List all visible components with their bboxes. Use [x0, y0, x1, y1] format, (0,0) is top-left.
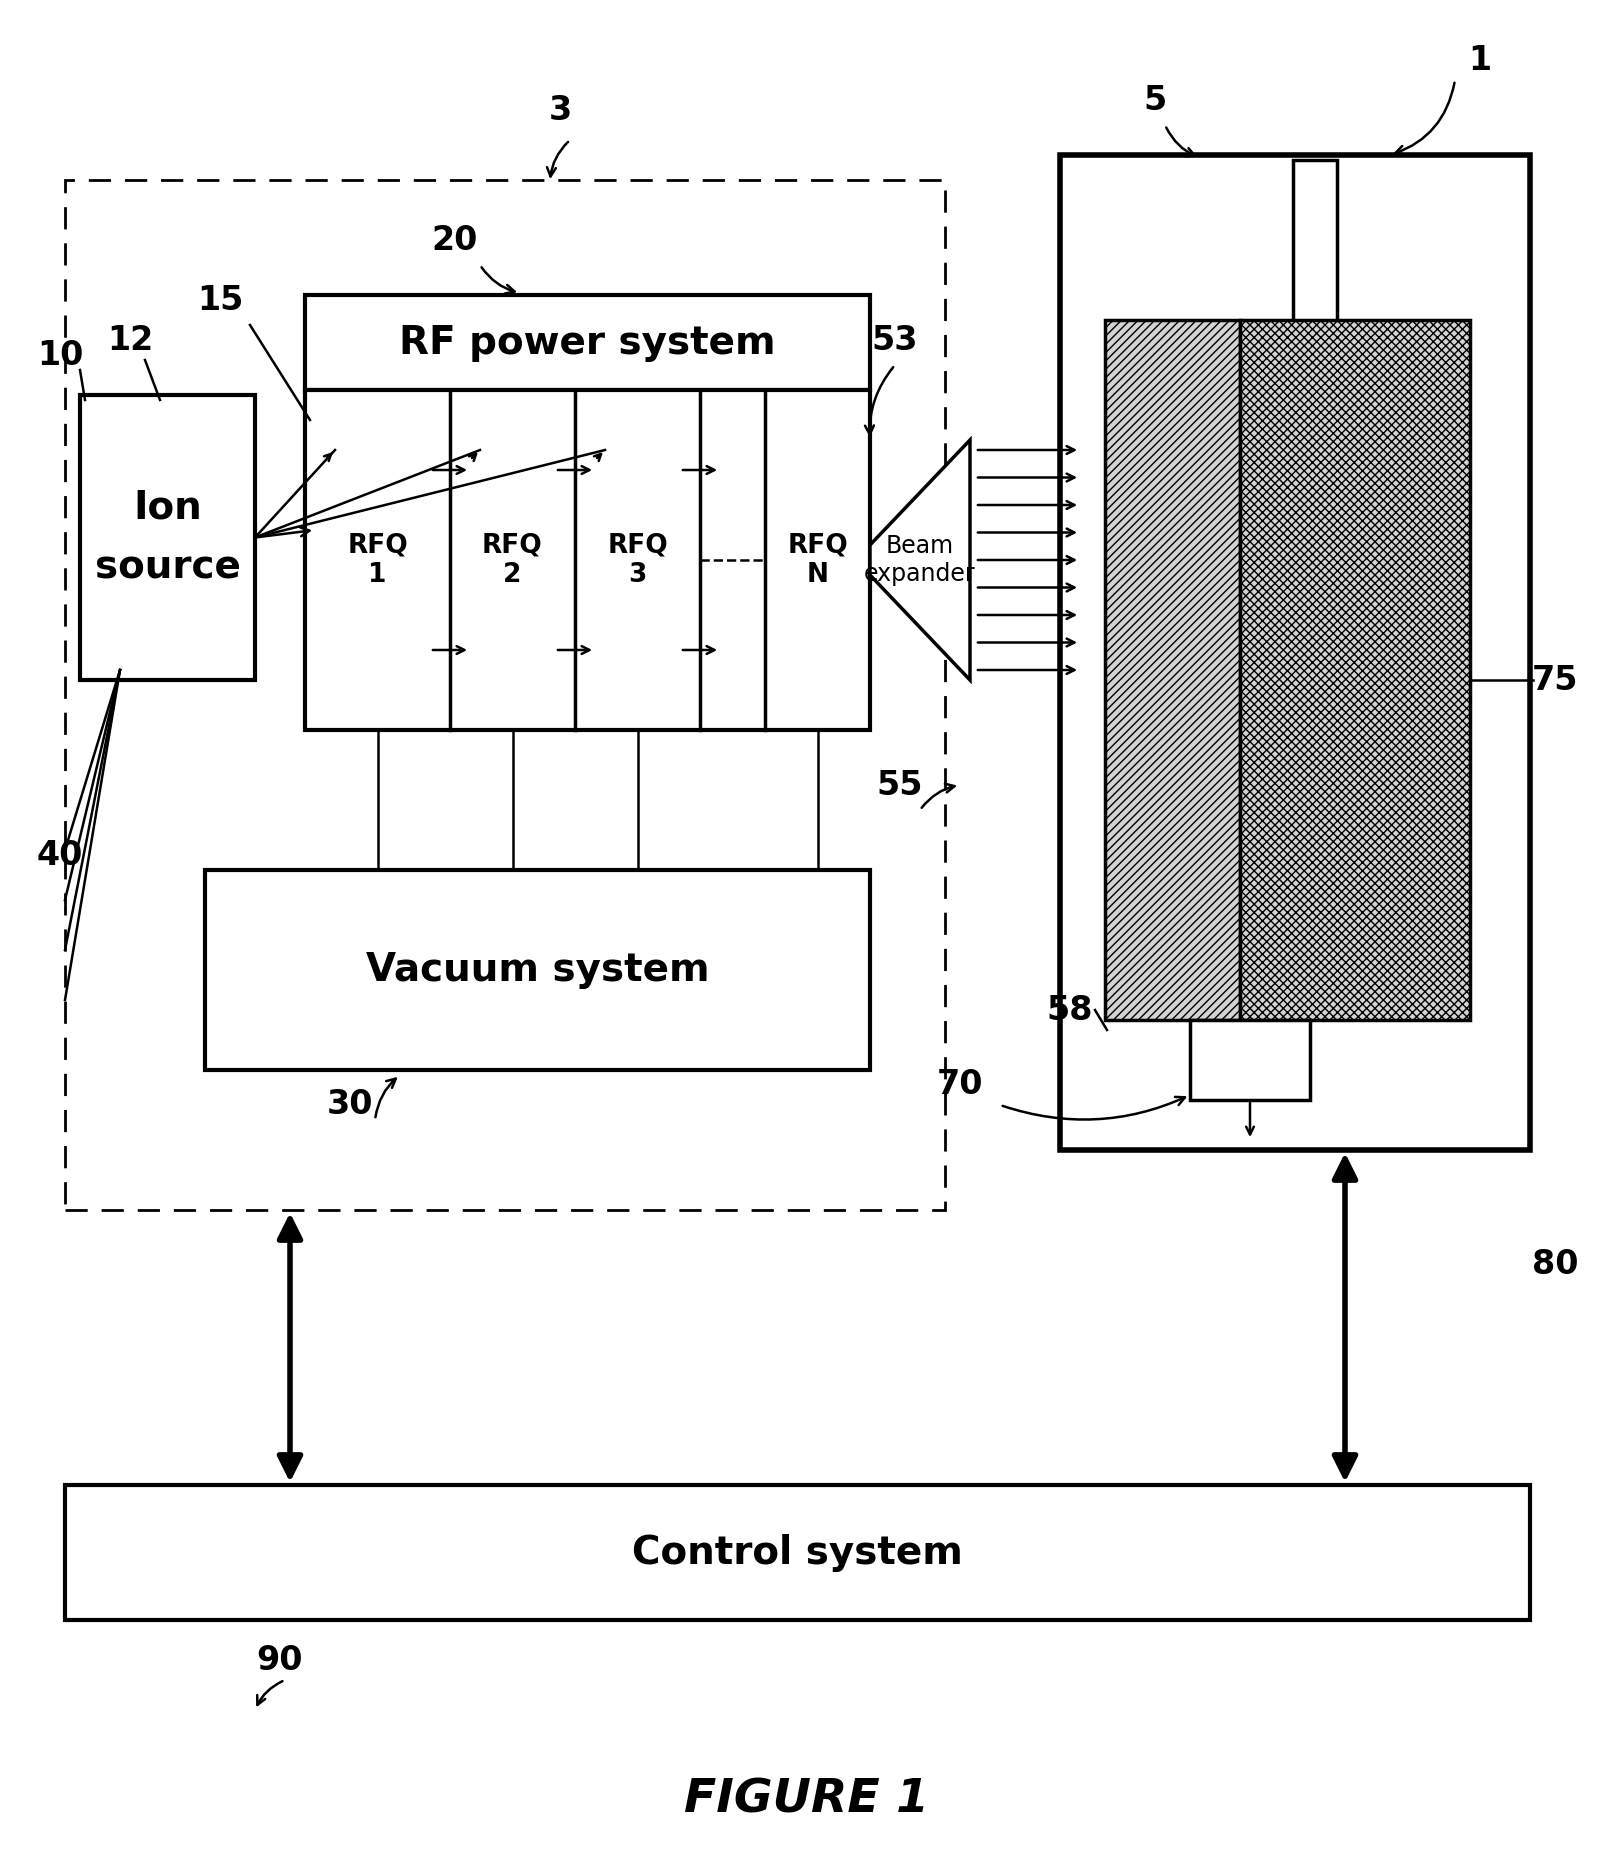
Text: 70: 70: [936, 1068, 983, 1101]
Text: 3: 3: [549, 94, 571, 127]
Text: Beam
expander: Beam expander: [863, 534, 976, 586]
Text: 15: 15: [197, 283, 244, 317]
Bar: [1106, 320, 1240, 1021]
Bar: [1190, 1021, 1311, 1099]
Text: Control system: Control system: [633, 1534, 964, 1571]
Text: source: source: [95, 549, 240, 586]
Bar: [81, 395, 255, 680]
Text: 10: 10: [37, 339, 84, 371]
Text: RFQ
2: RFQ 2: [483, 532, 542, 588]
Text: RFQ
N: RFQ N: [788, 532, 847, 588]
Text: 80: 80: [1532, 1249, 1578, 1281]
Text: RFQ
3: RFQ 3: [607, 532, 668, 588]
Bar: [305, 390, 870, 730]
Text: 20: 20: [433, 223, 478, 257]
Text: 90: 90: [257, 1643, 303, 1676]
Bar: [1240, 320, 1470, 1021]
Text: RF power system: RF power system: [399, 324, 776, 361]
Bar: [205, 869, 870, 1069]
Text: FIGURE 1: FIGURE 1: [684, 1777, 930, 1822]
Bar: [305, 296, 870, 390]
Text: 58: 58: [1047, 993, 1093, 1026]
Bar: [1060, 155, 1530, 1150]
Text: 53: 53: [872, 324, 918, 356]
Text: 1: 1: [1469, 43, 1491, 77]
Bar: [65, 180, 946, 1210]
Text: 5: 5: [1143, 84, 1167, 116]
Bar: [1293, 159, 1336, 326]
Text: Vacuum system: Vacuum system: [366, 951, 709, 989]
Text: 75: 75: [1532, 663, 1578, 697]
Text: Ion: Ion: [132, 489, 202, 526]
Polygon shape: [870, 440, 970, 680]
Text: 12: 12: [107, 324, 153, 356]
Text: 30: 30: [326, 1088, 373, 1122]
Text: 40: 40: [37, 839, 84, 871]
Bar: [65, 1485, 1530, 1620]
Text: 55: 55: [876, 768, 923, 802]
Text: RFQ
1: RFQ 1: [347, 532, 408, 588]
